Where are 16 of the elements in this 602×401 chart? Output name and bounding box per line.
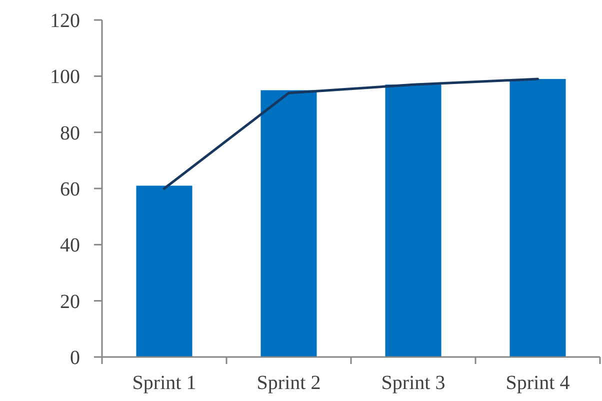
x-tick-label: Sprint 4 <box>506 372 570 394</box>
y-tick-label: 60 <box>60 178 80 200</box>
bar <box>385 84 442 357</box>
line-series <box>163 78 539 190</box>
bar <box>260 90 317 357</box>
bar <box>136 186 192 357</box>
y-tick-label: 80 <box>60 122 80 144</box>
y-tick-label: 120 <box>50 10 80 32</box>
x-tick-label: Sprint 2 <box>256 372 321 394</box>
y-tick-label: 20 <box>60 290 80 313</box>
y-tick-label: 0 <box>70 347 80 369</box>
bar <box>510 78 566 357</box>
y-tick-label: 100 <box>50 66 80 88</box>
y-tick-label: 40 <box>60 234 80 257</box>
x-tick-label: Sprint 1 <box>132 372 196 394</box>
x-tick-label: Sprint 3 <box>381 372 446 394</box>
